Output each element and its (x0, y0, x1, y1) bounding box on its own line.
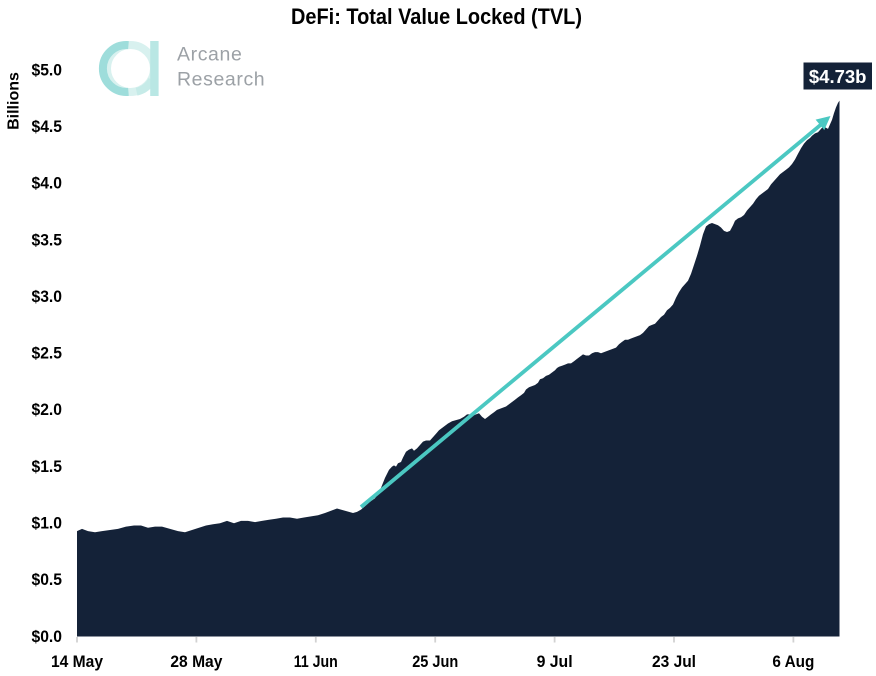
svg-text:6 Aug: 6 Aug (772, 652, 814, 671)
svg-text:DeFi: Total Value Locked (TVL): DeFi: Total Value Locked (TVL) (291, 4, 582, 29)
svg-text:25 Jun: 25 Jun (412, 652, 458, 671)
svg-text:$3.0: $3.0 (32, 288, 63, 306)
svg-text:23 Jul: 23 Jul (652, 652, 696, 671)
svg-text:$2.0: $2.0 (32, 401, 63, 419)
svg-text:$1.5: $1.5 (32, 458, 63, 476)
svg-text:$0.5: $0.5 (32, 571, 63, 589)
svg-text:$0.0: $0.0 (32, 628, 63, 646)
svg-text:$4.0: $4.0 (32, 175, 63, 193)
svg-text:$5.0: $5.0 (32, 61, 63, 79)
svg-text:Research: Research (177, 69, 265, 91)
svg-text:11 Jun: 11 Jun (294, 652, 338, 671)
svg-text:$1.0: $1.0 (32, 515, 63, 533)
svg-text:$3.5: $3.5 (32, 231, 63, 249)
svg-text:9 Jul: 9 Jul (537, 652, 573, 671)
svg-text:14 May: 14 May (51, 652, 103, 671)
svg-text:$4.73b: $4.73b (809, 66, 867, 87)
svg-text:Billions: Billions (6, 72, 23, 130)
svg-text:$4.5: $4.5 (32, 118, 63, 136)
svg-text:28 May: 28 May (170, 652, 222, 671)
svg-text:$2.5: $2.5 (32, 345, 63, 363)
svg-text:Arcane: Arcane (177, 44, 242, 66)
